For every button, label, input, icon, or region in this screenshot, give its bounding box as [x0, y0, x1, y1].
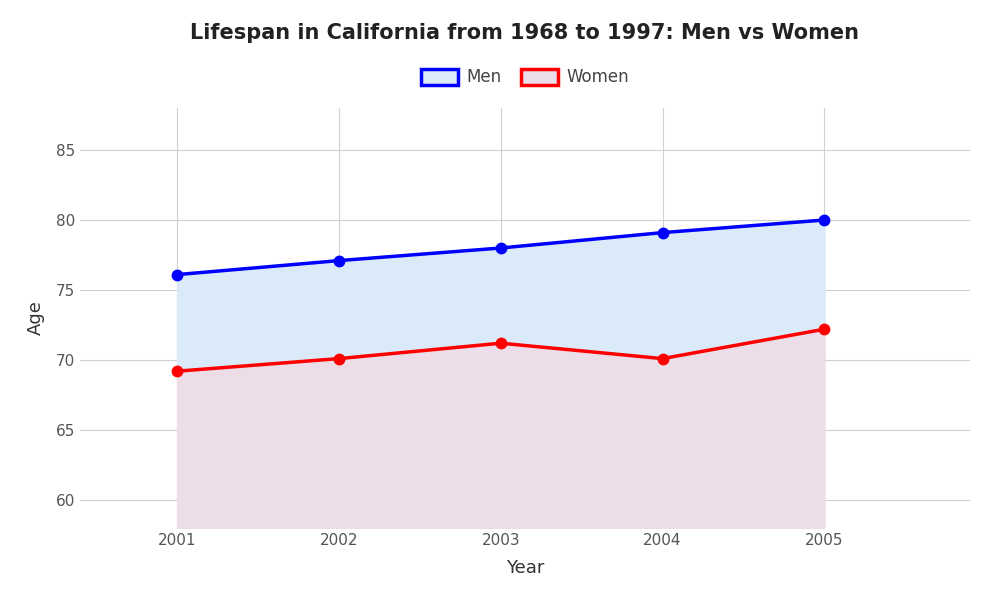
X-axis label: Year: Year — [506, 559, 544, 577]
Y-axis label: Age: Age — [27, 301, 45, 335]
Title: Lifespan in California from 1968 to 1997: Men vs Women: Lifespan in California from 1968 to 1997… — [190, 23, 860, 43]
Legend: Men, Women: Men, Women — [414, 62, 636, 93]
